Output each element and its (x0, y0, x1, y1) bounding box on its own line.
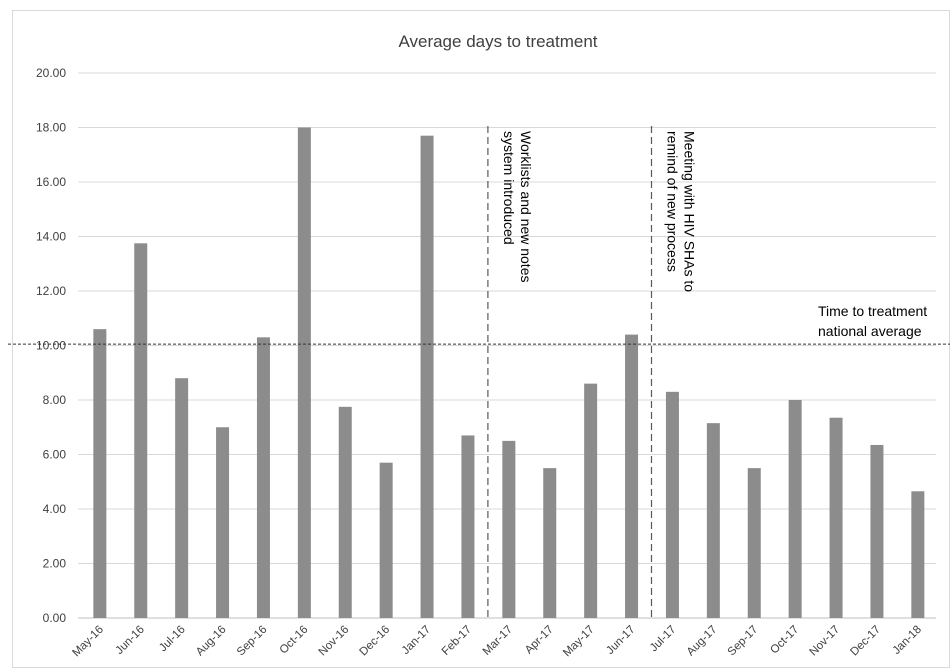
x-tick-label: Mar-17 (481, 624, 515, 658)
y-tick-label: 20.00 (36, 66, 66, 80)
x-tick-label: Jun-16 (114, 624, 147, 657)
bar (420, 135, 434, 619)
y-tick-label: 18.00 (36, 121, 66, 135)
x-tick-label: May-17 (561, 624, 597, 660)
y-tick-label: 0.00 (43, 611, 67, 625)
x-tick-label: Dec-17 (848, 624, 883, 659)
x-tick-label: Aug-17 (685, 624, 720, 659)
bar (870, 444, 884, 618)
annotation-text: system introduced (501, 131, 517, 245)
bar (175, 378, 189, 618)
bar (338, 406, 352, 618)
x-tick-label: Oct-17 (768, 624, 801, 657)
x-axis-ticks: May-16 Jun-16 Jul-16 Aug-16 Sep-16 Oct-16 Nov-… (70, 624, 924, 660)
bar (216, 427, 230, 618)
bar (256, 337, 270, 618)
y-tick-label: 16.00 (36, 175, 66, 189)
bar (93, 329, 107, 618)
bar (584, 383, 598, 618)
x-tick-label: Jan-17 (400, 624, 433, 657)
bar (543, 468, 557, 618)
bar (379, 462, 393, 618)
bar (502, 440, 516, 618)
y-tick-label: 8.00 (43, 393, 67, 407)
reference-line: Time to treatment national average (8, 303, 950, 345)
annotation-text: Worklists and new notes (518, 131, 534, 282)
reference-line-label: national average (818, 323, 922, 339)
y-tick-label: 10.00 (36, 339, 66, 353)
bar (706, 423, 720, 618)
bar (911, 491, 925, 618)
x-tick-label: Sep-17 (726, 624, 761, 659)
x-tick-label: Jun-17 (604, 624, 637, 657)
x-tick-label: Jul-17 (648, 624, 679, 655)
y-tick-label: 6.00 (43, 448, 67, 462)
bar (134, 243, 148, 618)
y-tick-label: 2.00 (43, 557, 67, 571)
bar (297, 127, 311, 618)
y-axis-ticks: 0.00 2.00 4.00 6.00 8.00 10.00 12.00 14.00 16.00… (36, 66, 66, 625)
annotation-text: Meeting with HIV SHAs to (682, 131, 698, 292)
bar (461, 435, 475, 618)
bar (747, 468, 761, 618)
x-tick-label: Aug-16 (194, 624, 229, 659)
x-tick-label: Dec-16 (358, 624, 393, 659)
x-tick-label: Nov-17 (807, 624, 842, 659)
bar (829, 417, 843, 618)
annotation-text: remind of new process (665, 131, 681, 272)
x-tick-label: Sep-16 (235, 624, 270, 659)
bars (93, 127, 925, 619)
x-tick-label: Jul-16 (157, 624, 188, 655)
bar (665, 391, 679, 618)
y-tick-label: 12.00 (36, 284, 66, 298)
x-tick-label: Nov-16 (317, 624, 352, 659)
chart-title: Average days to treatment (398, 32, 597, 51)
x-tick-label: Feb-17 (440, 624, 474, 658)
x-tick-label: Jan-18 (891, 624, 924, 657)
y-tick-label: 14.00 (36, 230, 66, 244)
x-tick-label: Apr-17 (523, 624, 556, 657)
bar (788, 400, 802, 618)
x-tick-label: Oct-16 (278, 624, 311, 657)
y-tick-label: 4.00 (43, 502, 67, 516)
bar (625, 334, 639, 618)
x-tick-label: May-16 (70, 624, 106, 660)
reference-line-label: Time to treatment (818, 303, 927, 319)
